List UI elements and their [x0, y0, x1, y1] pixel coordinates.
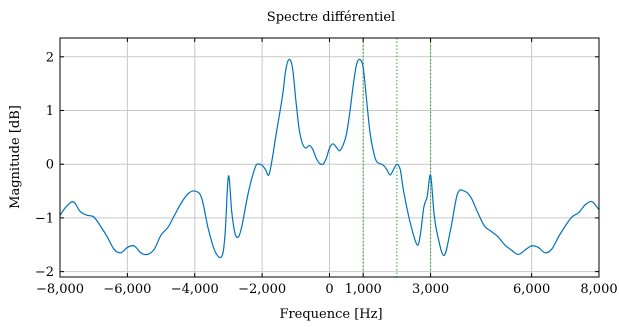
x-tick-label: 6,000 — [513, 282, 550, 297]
chart-series — [59, 58, 600, 259]
x-tick-label: −4,000 — [171, 282, 219, 297]
y-tick-label: −2 — [35, 265, 54, 280]
x-tick-label: 3,000 — [412, 282, 449, 297]
y-tick-label: 0 — [46, 158, 54, 173]
x-tick-label: 8,000 — [580, 282, 617, 297]
y-tick-label: −1 — [35, 211, 54, 226]
y-tick-label: 1 — [46, 104, 54, 119]
series-line — [59, 58, 600, 259]
x-tick-label: 1,000 — [345, 282, 382, 297]
y-axis: −2 −1 0 1 2 — [35, 50, 599, 280]
y-axis-label: Magnitude [dB] — [8, 105, 23, 209]
chart-grid — [59, 38, 600, 277]
x-tick-label: −6,000 — [103, 282, 151, 297]
chart-title: Spectre différentiel — [267, 10, 395, 25]
y-tick-label: 2 — [46, 50, 54, 65]
x-tick-label: −8,000 — [36, 282, 84, 297]
x-tick-label: −2,000 — [238, 282, 286, 297]
reference-lines — [362, 38, 432, 277]
x-axis-label: Frequence [Hz] — [279, 307, 382, 322]
x-axis: −8,000 −6,000 −4,000 −2,000 0 1,000 3,000 6,000… — [36, 38, 618, 297]
x-tick-label: 0 — [325, 282, 333, 297]
